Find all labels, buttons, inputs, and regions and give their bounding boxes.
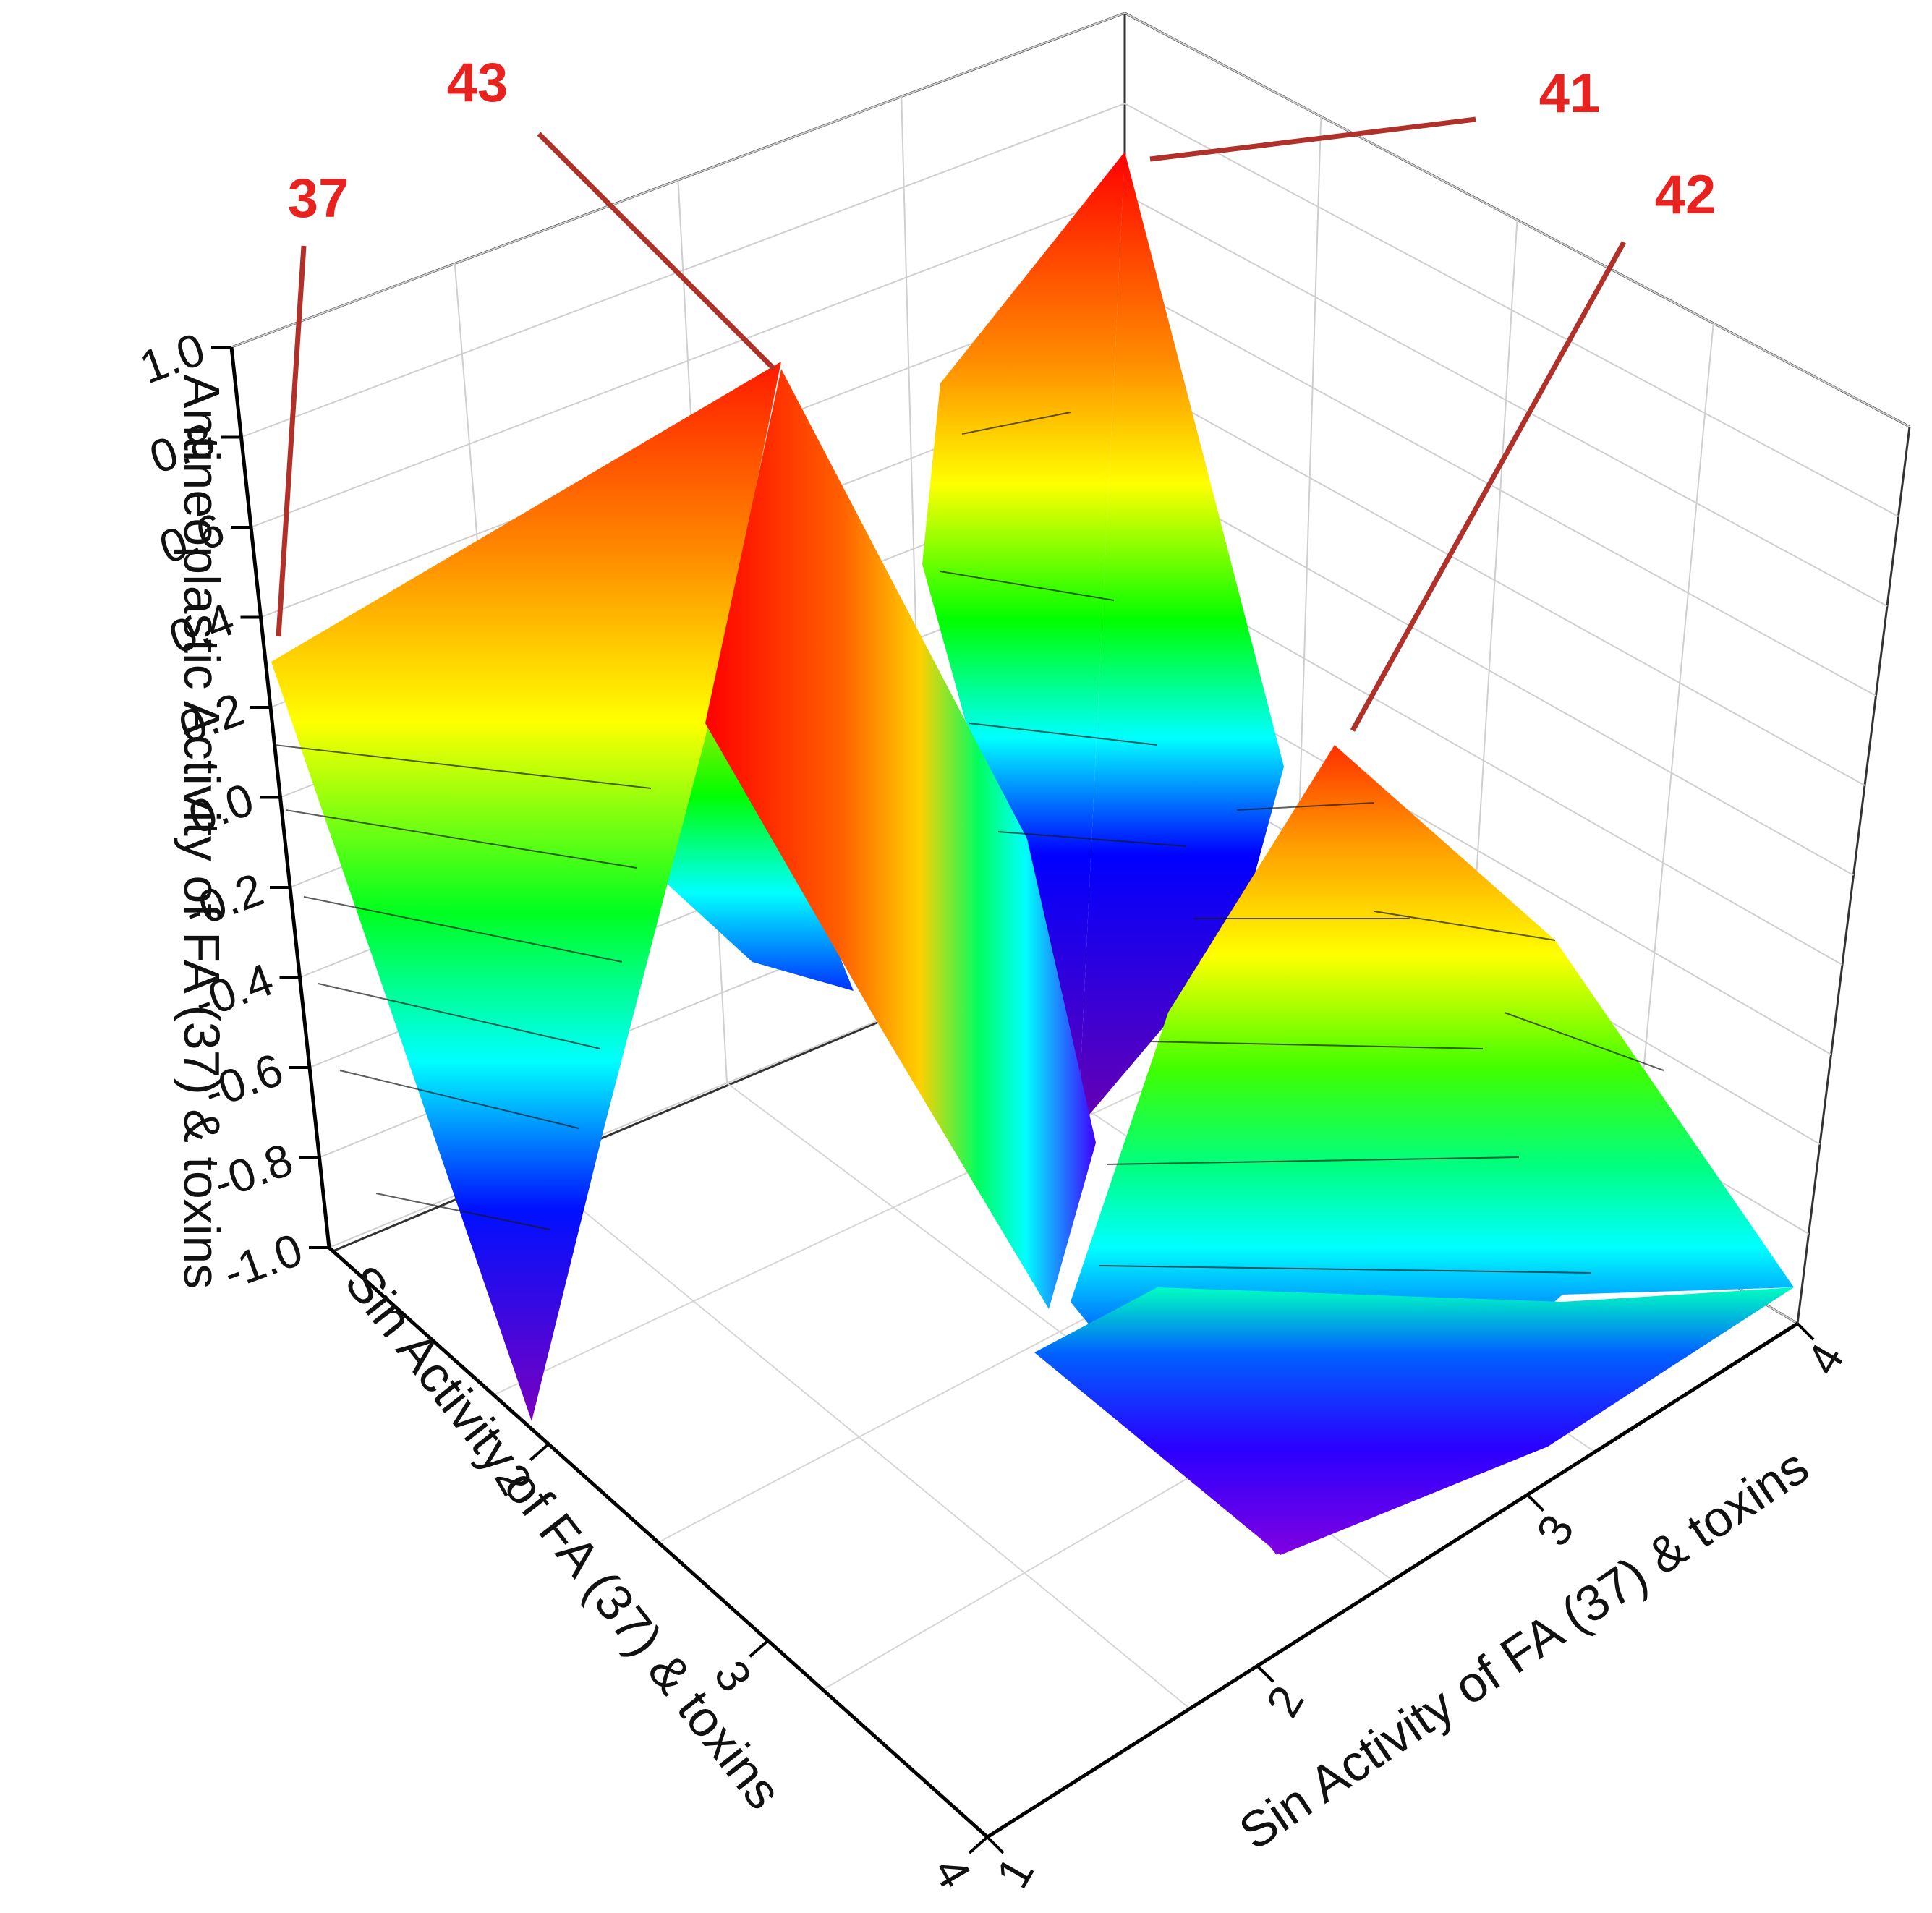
callout-label-43: 43 — [447, 52, 508, 114]
contour-2 — [303, 896, 623, 963]
callout-leader-41 — [1149, 116, 1476, 162]
contour-1 — [285, 809, 637, 869]
contour-15 — [1374, 911, 1556, 941]
y-axis-line — [986, 1321, 1799, 1839]
surface-panel-slope — [705, 369, 1096, 1309]
annotations: 37 43 41 42 — [276, 52, 1716, 732]
y-tick-mark-3 — [1796, 1322, 1815, 1341]
surface-panel-front — [1034, 1287, 1794, 1555]
contour-10 — [1236, 802, 1375, 811]
surface-panel-valley-back — [665, 665, 854, 991]
y-tick-label-0: 1 — [986, 1849, 1044, 1897]
y-tick-mark-1 — [1256, 1664, 1274, 1683]
x-axis-line — [328, 1246, 989, 1839]
surface-contour-lines — [274, 412, 1664, 1274]
x-tick-label-2: 4 — [924, 1849, 982, 1897]
z-axis-title: Antineoplastic Activity of FA (37) & tox… — [174, 375, 230, 1289]
y-tick-mark-0 — [986, 1836, 1005, 1854]
x-axis-title: Sin Activity of FA (37) & toxins — [334, 1255, 793, 1820]
callout-leader-43 — [537, 132, 776, 371]
y-tick-mark-2 — [1526, 1494, 1545, 1512]
x-tick-mark-1 — [749, 1639, 769, 1658]
surface-mesh — [271, 152, 1794, 1555]
contour-7 — [940, 571, 1115, 601]
contour-0 — [274, 744, 652, 789]
callout-label-42: 42 — [1655, 164, 1716, 226]
surface-panel-left — [271, 362, 781, 1421]
contour-13 — [1106, 1156, 1520, 1165]
callout-label-41: 41 — [1539, 63, 1601, 124]
y-tick-label-2: 3 — [1526, 1506, 1584, 1554]
contour-6 — [961, 412, 1071, 435]
contour-16 — [1504, 1012, 1664, 1071]
contour-8 — [969, 723, 1158, 746]
z-axis-ticks: 1.00.80.60.40.20.0-0.2-0.4-0.6-0.8-1.0 — [133, 323, 329, 1300]
contour-4 — [339, 1070, 579, 1129]
contour-5 — [375, 1193, 550, 1230]
contour-12 — [1149, 1041, 1484, 1049]
y-tick-label-1: 2 — [1256, 1677, 1314, 1726]
x-tick-mark-0 — [529, 1443, 550, 1462]
callout-leader-37 — [276, 245, 307, 637]
contour-14 — [1099, 1265, 1592, 1274]
callout-label-37: 37 — [288, 168, 349, 229]
surface-panel-peak41-left — [922, 152, 1125, 1128]
x-tick-mark-2 — [968, 1836, 989, 1854]
contour-9 — [997, 831, 1187, 847]
callout-leader-42 — [1350, 241, 1627, 732]
contour-3 — [318, 983, 601, 1049]
y-tick-label-3: 4 — [1796, 1335, 1854, 1384]
surface-panel-peak41-right — [1078, 152, 1284, 1128]
